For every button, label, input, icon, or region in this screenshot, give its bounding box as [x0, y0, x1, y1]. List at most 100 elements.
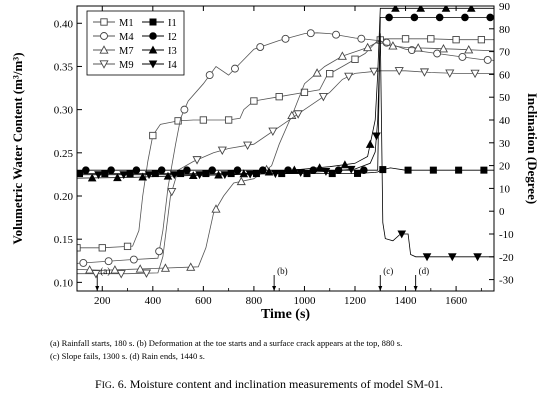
- series-marker-i2: [233, 166, 242, 174]
- series-marker-m1: [149, 131, 157, 140]
- series-marker-i4: [422, 253, 432, 262]
- series-marker-i4: [372, 132, 381, 141]
- series-marker-m7: [363, 42, 373, 52]
- series-marker-i3: [391, 6, 400, 12]
- event-marker-label: (d): [419, 266, 430, 276]
- series-marker-i2: [435, 13, 444, 22]
- series-marker-m1: [250, 97, 258, 105]
- series-marker-i4: [296, 169, 305, 178]
- series-marker-m1: [199, 116, 208, 124]
- series-marker-i3: [188, 171, 198, 180]
- x-tick-label: 1200: [344, 295, 367, 307]
- series-marker-m1: [123, 242, 132, 251]
- y2-tick-label: -30: [499, 275, 514, 287]
- series-marker-m9: [243, 141, 253, 151]
- series-marker-m4: [79, 258, 88, 267]
- series-marker-m7: [413, 43, 423, 52]
- series-marker-i2: [183, 166, 191, 174]
- series-marker-m4: [483, 56, 492, 64]
- y-tick-label: 0.20: [54, 191, 74, 203]
- series-marker-i2: [132, 166, 141, 174]
- plot-area: [77, 6, 494, 279]
- series-marker-m1: [452, 36, 460, 44]
- series-marker-i1: [455, 166, 463, 174]
- series-marker-i3: [113, 173, 122, 182]
- series-marker-i4: [119, 171, 129, 180]
- series-marker-i3: [163, 171, 173, 180]
- legend-marker-i1: [149, 18, 157, 26]
- series-marker-i3: [365, 139, 375, 148]
- series-marker-i4: [195, 171, 204, 180]
- series-i4: [77, 33, 494, 262]
- series-marker-m7: [135, 264, 145, 273]
- series-marker-i3: [466, 6, 476, 12]
- series-marker-i1: [429, 166, 437, 174]
- series-marker-i2: [157, 166, 166, 174]
- series-line-i3: [77, 7, 494, 179]
- series-marker-i3: [315, 163, 324, 172]
- series-marker-m9: [141, 269, 152, 278]
- series-marker-m9: [419, 68, 430, 77]
- caption-text: . 6. Moisture content and inclination me…: [111, 377, 443, 391]
- plot-frame: [76, 5, 495, 292]
- series-marker-m4: [155, 247, 164, 256]
- series-marker-i2: [107, 166, 115, 174]
- series-marker-m9: [167, 188, 177, 197]
- series-marker-i4: [144, 171, 154, 180]
- series-marker-i4: [447, 253, 457, 262]
- series-m9: [77, 67, 494, 279]
- series-marker-m7: [287, 110, 297, 120]
- series-marker-i4: [271, 170, 280, 179]
- legend-marker-i2: [149, 32, 157, 40]
- series-marker-m4: [433, 49, 442, 58]
- series-marker-m9: [369, 67, 379, 77]
- series-marker-m9: [116, 270, 126, 279]
- series-marker-i2: [385, 13, 393, 22]
- y2-tick-label: -20: [499, 252, 514, 264]
- series-marker-m9: [217, 146, 227, 156]
- event-marker-label: (b): [277, 266, 288, 276]
- series-marker-m9: [192, 156, 202, 165]
- series-marker-i3: [87, 173, 97, 182]
- series-marker-i4: [397, 230, 407, 239]
- series-marker-m1: [98, 244, 106, 252]
- series-marker-m4: [332, 30, 340, 39]
- y-tick-label: 0.30: [54, 105, 74, 117]
- y2-tick-label: 70: [499, 47, 511, 59]
- series-i1: [77, 166, 494, 178]
- series-marker-m4: [231, 64, 239, 73]
- series-marker-m4: [458, 53, 467, 61]
- y2-axis-title: Inclination (Degree): [525, 93, 538, 204]
- y2-tick-label: 30: [499, 138, 511, 150]
- y2-tick-label: 40: [499, 115, 511, 127]
- series-marker-m1: [477, 36, 486, 44]
- x-axis-title: Time (s): [261, 307, 310, 322]
- event-marker-arrow: [95, 286, 100, 291]
- series-i3: [77, 6, 494, 182]
- note-line-1: (a) Rainfall starts, 180 s. (b) Deformat…: [50, 338, 403, 348]
- legend-label-i2: I2: [168, 32, 177, 43]
- x-tick-label: 600: [195, 295, 212, 307]
- series-marker-m7: [388, 41, 398, 50]
- series-marker-i2: [360, 166, 368, 174]
- series-marker-m9: [293, 110, 303, 119]
- event-marker-arrow: [413, 286, 418, 291]
- series-marker-i2: [208, 166, 217, 174]
- series-marker-i1: [354, 169, 362, 177]
- series-line-i4: [77, 33, 494, 258]
- series-marker-i4: [245, 170, 255, 179]
- legend-marker-i4: [148, 60, 158, 69]
- series-marker-m1: [401, 35, 410, 43]
- series-marker-i3: [340, 160, 350, 169]
- series-marker-i1: [303, 170, 311, 178]
- series-marker-m7: [438, 44, 449, 53]
- series-marker-m1: [326, 70, 334, 78]
- x-tick-label: 1400: [395, 295, 418, 307]
- y-tick-label: 0.40: [54, 18, 74, 30]
- series-marker-m7: [236, 176, 246, 186]
- series-marker-m4: [205, 71, 214, 80]
- y2-tick-label: 50: [499, 92, 511, 104]
- series-marker-m4: [256, 43, 265, 51]
- series-marker-i3: [138, 172, 148, 181]
